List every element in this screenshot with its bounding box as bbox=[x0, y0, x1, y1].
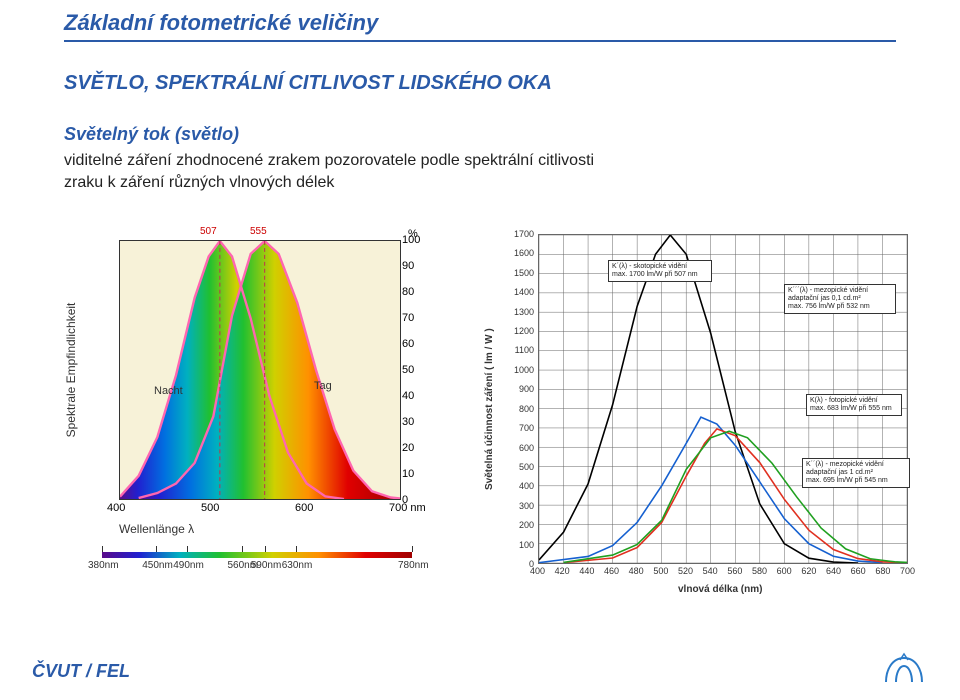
annot-photopic-l2: max. 683 lm/W při 555 nm bbox=[810, 405, 898, 413]
annot-mez1-l2: adaptační jas 1 cd.m² bbox=[806, 469, 906, 477]
left-spectrum-bar bbox=[102, 552, 412, 558]
right-y-tick: 300 bbox=[498, 501, 534, 511]
right-x-tick: 500 bbox=[653, 566, 668, 576]
left-chart-svg bbox=[120, 241, 400, 499]
left-y-tick: 40 bbox=[402, 390, 432, 402]
annot-mez01: K´´´(λ) - mezopické vidění adaptační jas… bbox=[784, 284, 896, 314]
right-y-tick: 400 bbox=[498, 481, 534, 491]
left-y-axis-label: Spektrale Empfindlichkeit bbox=[64, 303, 78, 438]
annot-scotopic-l1: K´(λ) - skotopické vidění bbox=[612, 263, 708, 271]
annot-photopic-l1: K(λ) - fotopické vidění bbox=[810, 397, 898, 405]
annot-mez01-l1: K´´´(λ) - mezopické vidění bbox=[788, 287, 892, 295]
left-y-ticks: 0102030405060708090100 bbox=[404, 240, 434, 500]
left-cbar-tick: 450nm bbox=[142, 560, 173, 571]
right-y-tick: 0 bbox=[498, 559, 534, 569]
title-underline bbox=[64, 40, 896, 42]
right-y-tick: 1200 bbox=[498, 326, 534, 336]
left-plot-area bbox=[119, 240, 401, 500]
right-y-tick: 1300 bbox=[498, 307, 534, 317]
left-cbar-mark bbox=[187, 546, 188, 552]
left-cbar-tick: 380nm bbox=[88, 560, 119, 571]
annot-mez01-l3: max. 756 lm/W při 532 nm bbox=[788, 303, 892, 311]
left-y-tick: 80 bbox=[402, 286, 432, 298]
section-heading: Světelný tok (světlo) bbox=[64, 124, 239, 145]
right-y-tick: 1100 bbox=[498, 345, 534, 355]
right-x-tick: 420 bbox=[555, 566, 570, 576]
right-x-tick: 540 bbox=[703, 566, 718, 576]
right-y-tick: 1400 bbox=[498, 287, 534, 297]
left-peak-scotopic: 507 bbox=[200, 226, 217, 237]
right-x-tick: 400 bbox=[530, 566, 545, 576]
left-x-tick: 500 bbox=[201, 502, 219, 514]
left-cbar-mark bbox=[242, 546, 243, 552]
right-y-tick: 200 bbox=[498, 520, 534, 530]
left-cbar-tick: 590nm bbox=[251, 560, 282, 571]
left-cbar-mark bbox=[412, 546, 413, 552]
right-x-axis-label: vlnová délka (nm) bbox=[678, 584, 762, 595]
left-y-tick: 10 bbox=[402, 468, 432, 480]
left-cbar-tick: 490nm bbox=[173, 560, 204, 571]
right-y-tick: 500 bbox=[498, 462, 534, 472]
left-y-tick: 100 bbox=[402, 234, 432, 246]
annot-scotopic-l2: max. 1700 lm/W při 507 nm bbox=[612, 271, 708, 279]
page-subtitle: SVĚTLO, SPEKTRÁLNÍ CITLIVOST LIDSKÉHO OK… bbox=[64, 72, 552, 95]
annot-photopic: K(λ) - fotopické vidění max. 683 lm/W př… bbox=[806, 394, 902, 416]
right-figure: Světelná účinnost záření ( lm / W ) 0 100… bbox=[478, 230, 920, 614]
right-x-tick: 660 bbox=[851, 566, 866, 576]
right-x-tick: 680 bbox=[875, 566, 890, 576]
left-peak-photopic: 555 bbox=[250, 226, 267, 237]
left-x-tick: 700 nm bbox=[389, 502, 426, 514]
left-label-tag: Tag bbox=[314, 380, 332, 392]
left-cbar-mark bbox=[102, 546, 103, 552]
right-y-ticks: 0100200300400500600700800900100011001200… bbox=[498, 234, 536, 564]
right-x-tick: 600 bbox=[777, 566, 792, 576]
annot-mez1-l3: max. 695 lm/W při 545 nm bbox=[806, 477, 906, 485]
right-y-tick: 1500 bbox=[498, 268, 534, 278]
right-y-axis-label: Světelná účinnost záření ( lm / W ) bbox=[484, 328, 495, 490]
left-x-axis-label: Wellenlänge λ bbox=[119, 522, 194, 536]
left-label-nacht: Nacht bbox=[154, 385, 183, 397]
right-y-tick: 1600 bbox=[498, 248, 534, 258]
right-y-tick: 1000 bbox=[498, 365, 534, 375]
annot-scotopic: K´(λ) - skotopické vidění max. 1700 lm/W… bbox=[608, 260, 712, 282]
right-x-tick: 560 bbox=[727, 566, 742, 576]
right-x-tick: 620 bbox=[801, 566, 816, 576]
page-title: Základní fotometrické veličiny bbox=[64, 10, 378, 36]
footer-text: ČVUT / FEL bbox=[32, 661, 130, 682]
left-x-tick: 600 bbox=[295, 502, 313, 514]
left-y-tick: 90 bbox=[402, 260, 432, 272]
right-y-tick: 600 bbox=[498, 443, 534, 453]
left-cbar-tick: 630nm bbox=[282, 560, 313, 571]
right-x-tick: 520 bbox=[678, 566, 693, 576]
left-cbar-tick: 780nm bbox=[398, 560, 429, 571]
cvut-logo-icon bbox=[880, 652, 928, 686]
annot-mez1: K´´(λ) - mezopické vidění adaptační jas … bbox=[802, 458, 910, 488]
left-y-tick: 20 bbox=[402, 442, 432, 454]
right-x-tick: 460 bbox=[604, 566, 619, 576]
right-y-tick: 1700 bbox=[498, 229, 534, 239]
right-y-tick: 700 bbox=[498, 423, 534, 433]
annot-mez1-l1: K´´(λ) - mezopické vidění bbox=[806, 461, 906, 469]
left-y-tick: 60 bbox=[402, 338, 432, 350]
left-figure: Spektrale Empfindlichkeit % 010203040506… bbox=[64, 230, 444, 590]
left-cbar-mark bbox=[296, 546, 297, 552]
right-y-tick: 100 bbox=[498, 540, 534, 550]
body-line-2: zraku k záření různých vlnových délek bbox=[64, 174, 824, 192]
right-x-tick: 700 bbox=[900, 566, 915, 576]
left-cbar-mark bbox=[156, 546, 157, 552]
right-x-tick: 580 bbox=[752, 566, 767, 576]
body-line-1: viditelné záření zhodnocené zrakem pozor… bbox=[64, 152, 824, 170]
left-y-tick: 70 bbox=[402, 312, 432, 324]
right-y-tick: 900 bbox=[498, 384, 534, 394]
left-cbar-mark bbox=[265, 546, 266, 552]
right-x-tick: 480 bbox=[629, 566, 644, 576]
right-y-tick: 800 bbox=[498, 404, 534, 414]
left-x-tick: 400 bbox=[107, 502, 125, 514]
left-y-tick: 30 bbox=[402, 416, 432, 428]
left-y-tick: 50 bbox=[402, 364, 432, 376]
right-x-tick: 640 bbox=[826, 566, 841, 576]
annot-mez01-l2: adaptační jas 0,1 cd.m² bbox=[788, 295, 892, 303]
right-x-tick: 440 bbox=[579, 566, 594, 576]
